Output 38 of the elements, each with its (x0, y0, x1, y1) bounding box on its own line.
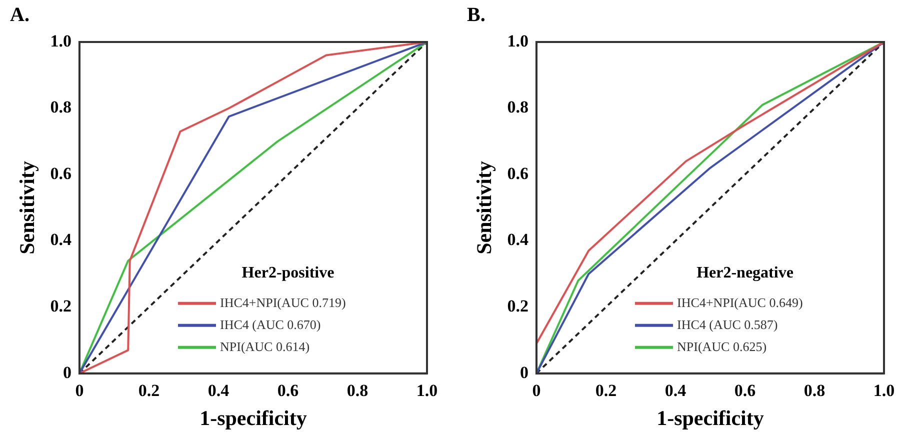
y-axis-title: Sensitivity (472, 160, 496, 254)
x-tick-label: 0.6 (734, 380, 756, 400)
y-tick-label: 0.6 (507, 164, 528, 183)
x-tick-label: 0.2 (595, 380, 617, 400)
x-tick-label: 0 (532, 380, 541, 400)
y-tick-label: 0.6 (50, 164, 72, 183)
x-tick-label: 0.6 (277, 380, 299, 400)
legend-label: IHC4 (AUC 0.670) (220, 316, 321, 332)
x-tick-label: 0.8 (804, 380, 826, 400)
legend-label: NPI(AUC 0.625) (677, 338, 767, 354)
x-tick-label: 1.0 (873, 380, 895, 400)
legend-label: NPI(AUC 0.614) (220, 338, 310, 354)
y-tick-label: 0.4 (50, 230, 72, 250)
x-tick-label: 0.8 (346, 380, 368, 400)
y-tick-label: 0.4 (507, 230, 529, 250)
x-axis-title: 1-specificity (200, 406, 308, 430)
y-tick-label: 0 (62, 362, 72, 382)
x-tick-label: 1.0 (416, 380, 438, 400)
y-axis-title: Sensitivity (15, 160, 40, 254)
chart-title: A. (10, 4, 30, 26)
legend-label: IHC4+NPI(AUC 0.649) (677, 294, 803, 310)
legend-title: Her2-negative (696, 264, 794, 282)
legend-label: IHC4 (AUC 0.587) (677, 316, 778, 332)
chart-title: B. (467, 4, 486, 26)
legend-title: Her2-positive (242, 264, 334, 282)
y-tick-label: 0.8 (507, 98, 528, 117)
x-tick-label: 0.4 (208, 380, 230, 400)
y-tick-label: 0.2 (507, 296, 528, 316)
x-axis-title: 1-specificity (656, 406, 764, 430)
y-tick-label: 0 (520, 362, 528, 382)
x-tick-label: 0.4 (664, 380, 687, 400)
x-tick-label: 0 (75, 380, 84, 400)
y-tick-label: 1.0 (507, 31, 528, 50)
y-tick-label: 0.2 (50, 296, 72, 316)
y-tick-label: 0.8 (50, 98, 72, 117)
legend-label: IHC4+NPI(AUC 0.719) (220, 294, 346, 310)
x-tick-label: 0.2 (138, 380, 160, 400)
y-tick-label: 1.0 (50, 31, 72, 50)
